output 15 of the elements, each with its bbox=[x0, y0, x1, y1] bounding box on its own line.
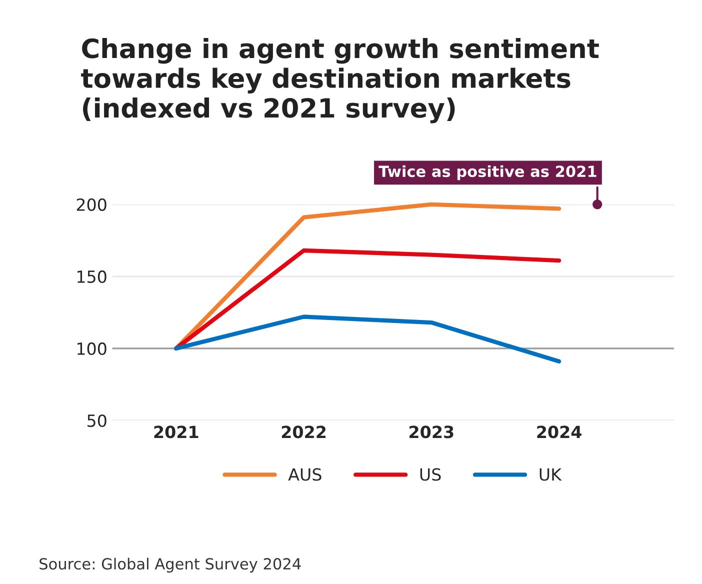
y-tick-label: 100 bbox=[77, 342, 106, 356]
y-tick-label: 50 bbox=[88, 414, 106, 428]
annotation: Twice as positive as 2021 bbox=[378, 165, 596, 180]
x-tick-label: 2024 bbox=[537, 426, 582, 438]
legend-label: UK bbox=[540, 468, 562, 481]
source-note: Source: Global Agent Survey 2024 bbox=[40, 558, 301, 573]
chart-title: Change in agent growth sentiment towards key destination markets (indexed vs 2021 survey) bbox=[81, 38, 599, 124]
x-tick-label: 2021 bbox=[154, 426, 198, 438]
legend-label: AUS bbox=[288, 468, 322, 481]
y-tick-label: 200 bbox=[76, 198, 106, 211]
line-series bbox=[174, 314, 562, 364]
y-tick-label: 150 bbox=[77, 270, 106, 283]
legend-label: US bbox=[420, 468, 441, 481]
x-tick-label: 2023 bbox=[410, 426, 454, 438]
x-tick-label: 2022 bbox=[282, 426, 326, 438]
